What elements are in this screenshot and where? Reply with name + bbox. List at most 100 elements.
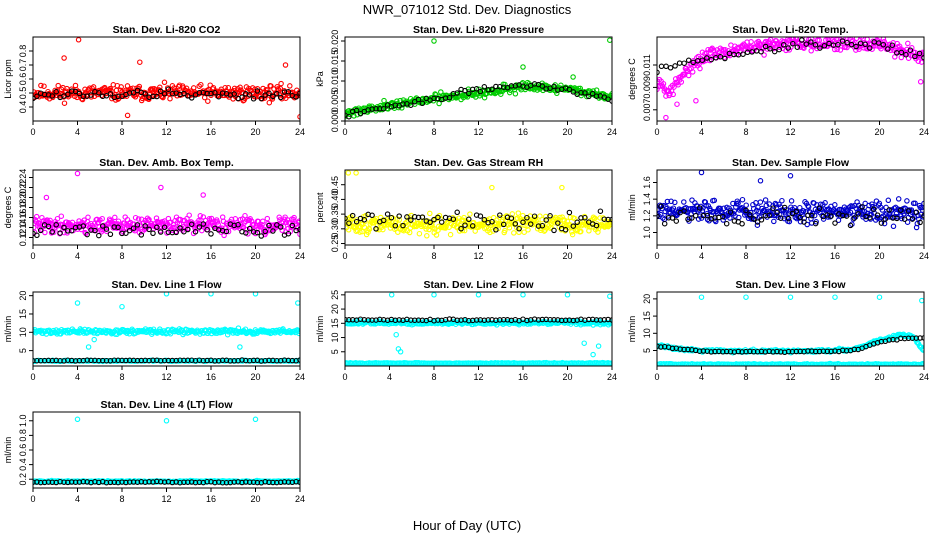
data-point (225, 84, 232, 91)
data-point (254, 86, 261, 92)
data-point (158, 184, 164, 191)
overlay-point (785, 45, 791, 51)
overlay-point (165, 86, 172, 92)
x-tick-label: 8 (743, 372, 748, 382)
overlay-point (901, 335, 908, 342)
data-point (264, 215, 271, 222)
overlay-point (88, 92, 94, 98)
overlay-point (250, 357, 257, 364)
points-group (33, 37, 300, 120)
data-point (720, 217, 726, 223)
data-point (590, 351, 596, 358)
overlay-point (258, 233, 265, 239)
data-point (832, 202, 838, 208)
overlay-point (254, 229, 261, 236)
data-point (403, 222, 409, 229)
overlay-point (404, 214, 410, 220)
data-point (345, 227, 352, 233)
plot-frame (344, 291, 613, 367)
panel-title: Stan. Dev. Line 3 Flow (735, 279, 846, 291)
data-point (822, 200, 828, 206)
data-point (520, 212, 526, 219)
overlay-point (535, 317, 542, 323)
data-point (221, 232, 227, 239)
overlay-point (704, 55, 710, 61)
overlay-point (859, 204, 865, 210)
overlay-point (239, 94, 245, 100)
overlay-point (673, 218, 680, 224)
y-tick-label: 0.7 (18, 59, 28, 72)
overlay-point (539, 83, 546, 89)
overlay-point (400, 222, 406, 229)
x-tick-label: 0 (342, 251, 347, 261)
data-point (101, 84, 108, 91)
overlay-point (886, 207, 892, 213)
overlay-point (785, 215, 792, 222)
overlay-point (543, 217, 549, 223)
overlay-point (913, 209, 920, 215)
overlay-point (266, 90, 272, 97)
data-point (912, 200, 918, 207)
overlay-point (146, 226, 152, 233)
overlay-point (685, 57, 692, 64)
data-point (608, 92, 612, 99)
x-tick-label: 16 (518, 127, 528, 137)
data-point (422, 223, 429, 230)
overlay-point (566, 86, 573, 93)
overlay-point (154, 93, 160, 100)
x-tick-label: 0 (342, 372, 347, 382)
overlay-point (770, 205, 776, 211)
data-point (467, 211, 473, 217)
overlay-point (812, 220, 819, 227)
overlay-point (862, 41, 868, 48)
overlay-point (130, 89, 137, 96)
x-tick-label: 12 (161, 251, 171, 261)
y-axis-label: ml/min (3, 437, 13, 464)
data-point (564, 292, 571, 298)
overlay-point (134, 479, 141, 485)
overlay-point (589, 90, 596, 97)
data-point (681, 71, 687, 77)
overlay-point (462, 222, 468, 228)
data-point (739, 196, 746, 203)
data-point (94, 216, 100, 223)
y-tick-label: 1.4 (642, 193, 652, 206)
overlay-point (658, 344, 664, 350)
overlay-point (667, 65, 674, 71)
overlay-point (181, 90, 187, 97)
y-axis-label: kPa (315, 71, 325, 87)
data-point (657, 207, 660, 213)
overlay-point (797, 348, 803, 355)
overlay-point (346, 317, 352, 323)
overlay-point (699, 57, 706, 63)
overlay-point (469, 223, 476, 229)
overlay-point (885, 46, 891, 52)
overlay-point (601, 216, 608, 222)
data-point (520, 64, 526, 70)
x-tick-label: 24 (607, 251, 617, 261)
overlay-point (161, 91, 168, 97)
overlay-point (500, 84, 507, 90)
data-point (447, 231, 454, 238)
data-point (698, 294, 705, 300)
data-point (735, 200, 741, 206)
data-point (132, 214, 139, 221)
overlay-point (894, 215, 900, 222)
data-point (595, 343, 602, 349)
y-tick-label: 5 (18, 348, 28, 353)
data-point (674, 101, 680, 107)
overlay-point (762, 43, 769, 50)
y-tick-label: 0.015 (330, 50, 340, 73)
data-point (416, 230, 423, 237)
overlay-point (473, 317, 480, 323)
data-point (208, 292, 214, 297)
data-point (697, 65, 703, 72)
overlay-point (130, 225, 137, 231)
data-point (727, 215, 733, 221)
data-point (695, 216, 702, 222)
y-tick-label: 0.20 (18, 189, 28, 207)
y-tick-label: 0.4 (18, 458, 28, 471)
overlay-point (790, 40, 796, 47)
